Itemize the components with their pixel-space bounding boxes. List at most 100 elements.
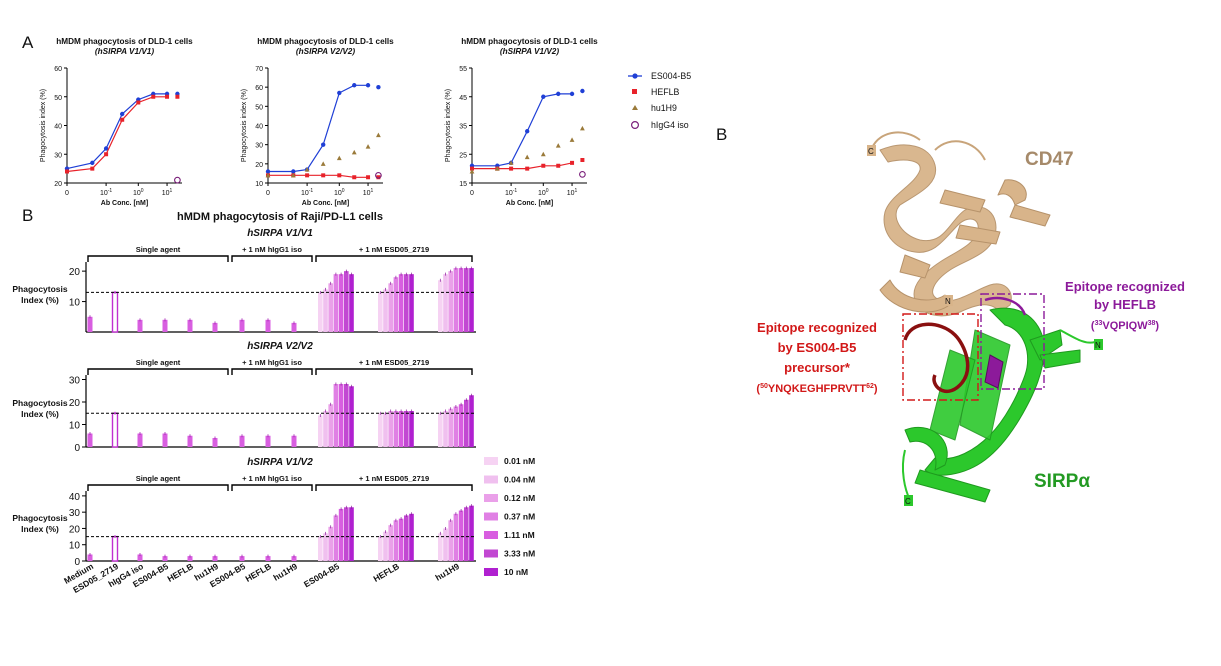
legend-swatch <box>484 475 498 484</box>
x-axis-label: Ab Conc. [nM] <box>506 200 553 207</box>
point-heflb <box>352 175 357 180</box>
x-tick-label: 100 <box>538 188 549 197</box>
combo-bar <box>443 528 448 561</box>
point-es004-b5 <box>376 84 381 90</box>
y-tick-label: 30 <box>69 376 81 387</box>
single-bar <box>137 554 143 561</box>
combo-bar <box>453 406 459 447</box>
y-tick-label: 15 <box>459 181 467 188</box>
point-higg4-iso <box>375 171 382 179</box>
combo-bar <box>404 515 409 561</box>
legend-label: 0.37 nM <box>504 512 535 522</box>
combo-bar <box>349 507 354 561</box>
legend-label: 0.04 nM <box>504 475 535 485</box>
combo-bar <box>438 280 443 332</box>
group-bracket-label: Single agent <box>136 358 181 367</box>
combo-bar <box>409 411 414 447</box>
combo-bar <box>393 411 399 447</box>
y-tick-label: 55 <box>459 66 467 73</box>
heflb-epitope-box <box>980 293 1045 390</box>
point-es004-b5 <box>541 94 546 99</box>
single-bar <box>291 556 297 561</box>
point-es004-b5 <box>103 146 109 151</box>
cd47-label: CD47 <box>1025 149 1074 170</box>
legend-heflb-label: HEFLB <box>651 87 679 97</box>
point-heflb <box>175 94 180 99</box>
y-tick-label: 40 <box>255 124 263 131</box>
point-heflb <box>165 94 170 99</box>
point-hu1h9 <box>351 149 357 155</box>
combo-bar <box>318 536 323 561</box>
cd47-c-terminus: C <box>868 147 874 156</box>
point-es004-b5 <box>90 160 95 166</box>
curve-title: hMDM phagocytosis of DLD-1 cells <box>461 37 598 46</box>
legend-swatch <box>484 494 498 502</box>
group-bracket-label: + 1 nM hIgG1 iso <box>242 474 302 483</box>
point-es004-b5 <box>337 90 342 96</box>
y-tick-label: 50 <box>54 95 62 102</box>
combo-bar <box>398 274 404 332</box>
bar-chart-v1v1: hSIRPA V1/V1 Single agent + 1 nM hIgG1 iso… <box>12 228 476 333</box>
combo-bar <box>448 520 453 561</box>
point-heflb <box>151 94 156 99</box>
combo-bar <box>409 513 414 561</box>
single-bar <box>265 556 271 561</box>
combo-bar <box>448 271 453 332</box>
single-bar <box>239 319 245 332</box>
x-tick-label: 101 <box>567 188 578 197</box>
combo-bar <box>438 413 443 447</box>
combo-bar <box>453 513 459 561</box>
x-tick-label: 10-1 <box>301 188 313 197</box>
y-axis-label: Phagocytosis <box>12 398 68 408</box>
combo-bar <box>338 508 344 561</box>
combo-bar <box>318 292 323 332</box>
y-tick-label: 40 <box>54 124 62 131</box>
group-bracket-label: + 1 nM ESD05_2719 <box>359 358 429 367</box>
bar-subtitle: hSIRPA V1/V1 <box>247 228 313 239</box>
single-bar <box>111 412 119 448</box>
single-bar <box>187 435 193 447</box>
combo-bar <box>443 274 448 332</box>
point-heflb <box>321 173 326 178</box>
combo-bar <box>323 289 328 332</box>
y-axis-label: Index (%) <box>21 295 59 305</box>
x-category-label: hu1H9 <box>433 561 461 583</box>
combo-bar <box>404 274 409 332</box>
single-bar <box>111 535 119 562</box>
combo-bar <box>469 268 474 332</box>
legend-label: 3.33 nM <box>504 549 535 559</box>
curve-title: hMDM phagocytosis of DLD-1 cells <box>56 37 193 46</box>
combo-bar <box>458 510 464 561</box>
y-tick-label: 45 <box>459 95 467 102</box>
heflb-epitope-line2: by HEFLB <box>1094 297 1156 312</box>
bar-legend: 0.01 nM 0.04 nM 0.12 nM 0.37 nM 1.11 nM 3.33 … <box>484 456 535 577</box>
legend-hu1h9-label: hu1H9 <box>651 103 677 113</box>
curve-chart-v1v1: hMDM phagocytosis of DLD-1 cells(hSIRPA … <box>40 37 193 207</box>
single-bar <box>162 319 168 332</box>
combo-bar <box>469 505 474 561</box>
x-tick-label: 0 <box>266 190 270 197</box>
combo-bar <box>378 292 383 332</box>
legend-es004-marker <box>632 73 638 79</box>
y-tick-label: 60 <box>255 85 263 92</box>
point-heflb <box>541 163 546 168</box>
group-bracket <box>87 255 229 262</box>
point-es004-b5 <box>580 88 585 94</box>
legend-label: 0.01 nM <box>504 456 535 466</box>
y-tick-label: 10 <box>69 541 81 552</box>
bar-chart-v1v2: hSIRPA V1/V2 Single agent + 1 nM hIgG1 iso… <box>12 457 476 568</box>
point-hu1h9 <box>524 154 530 160</box>
x-tick-label: 100 <box>133 188 144 197</box>
y-tick-label: 25 <box>459 152 467 159</box>
point-hu1h9 <box>265 172 271 178</box>
curve-heflb-line <box>66 96 168 173</box>
sirpa-label: SIRPα <box>1034 471 1090 492</box>
curve-es004-b5-line <box>268 84 369 173</box>
x-category-label: HEFLB <box>243 561 273 584</box>
combo-bar <box>393 520 399 561</box>
y-tick-label: 20 <box>54 181 62 188</box>
combo-bar <box>338 384 344 447</box>
y-tick-label: 0 <box>74 443 80 454</box>
combo-bar <box>464 507 469 561</box>
